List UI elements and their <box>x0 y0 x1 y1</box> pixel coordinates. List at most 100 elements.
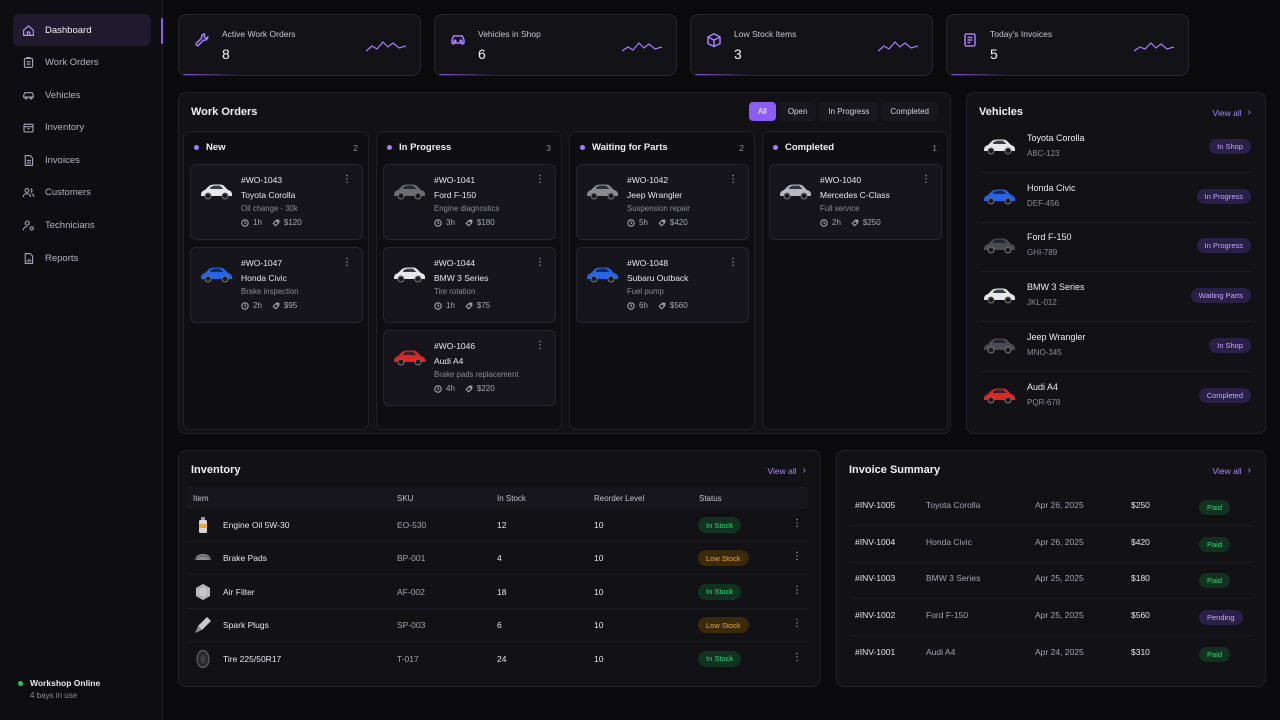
vehicle-list-item[interactable]: Audi A4 PQR-678 Completed <box>981 374 1251 422</box>
work-order-meta: 4h $220 <box>434 384 495 393</box>
column-title: In Progress <box>399 142 452 153</box>
inventory-view-all-link[interactable]: View all › <box>768 465 806 476</box>
invoice-row[interactable]: #INV-1003 BMW 3 Series Apr 25, 2025 $180 Pai… <box>849 562 1251 600</box>
invoice-icon <box>964 33 976 47</box>
table-row[interactable]: Tire 225/50R17 T-017 24 10 In Stock ⋮ <box>185 643 808 676</box>
filter-completed[interactable]: Completed <box>881 102 938 121</box>
estimated-price: $250 <box>862 218 881 227</box>
invoice-id: #INV-1004 <box>855 536 896 547</box>
sidebar-item-reports[interactable]: Reports <box>13 242 151 274</box>
work-order-card[interactable]: #WO-1048 Subaru Outback Fuel pump 6h $560 ⋮ <box>576 247 749 323</box>
clock-icon <box>434 384 446 393</box>
work-order-id: #WO-1041 <box>434 175 476 185</box>
invoice-row[interactable]: #INV-1004 Honda Civic Apr 26, 2025 $420 Paid <box>849 526 1251 563</box>
sidebar-item-vehicles[interactable]: Vehicles <box>13 79 151 111</box>
filter-all[interactable]: All <box>748 102 776 121</box>
sidebar-item-work-orders[interactable]: Work Orders <box>13 47 151 79</box>
item-sku: AF-002 <box>397 586 425 597</box>
vehicle-list-item[interactable]: Toyota Corolla ABC-123 In Shop <box>981 125 1251 173</box>
workshop-status: Workshop Online 4 bays in use <box>18 678 100 700</box>
view-all-label: View all <box>767 465 797 476</box>
col-header-sku[interactable]: SKU <box>397 494 414 503</box>
table-row[interactable]: Spark Plugs SP-003 6 10 Low Stock ⋮ <box>185 609 808 643</box>
air-filter-icon <box>193 582 213 602</box>
filter-in-progress[interactable]: In Progress <box>819 102 879 121</box>
table-row[interactable]: Brake Pads BP-001 4 10 Low Stock ⋮ <box>185 542 808 576</box>
more-options-icon[interactable]: ⋮ <box>535 174 545 185</box>
kanban-column: Completed 1 #WO-1040 Mercedes C-Class Full s… <box>762 131 948 430</box>
vehicle-plate: ABC-123 <box>1027 149 1060 158</box>
car-thumbnail <box>777 177 813 205</box>
more-options-icon[interactable]: ⋮ <box>342 174 352 185</box>
more-options-icon[interactable]: ⋮ <box>792 551 802 563</box>
price-tag-icon <box>851 219 863 227</box>
more-options-icon[interactable]: ⋮ <box>921 174 931 185</box>
more-options-icon[interactable]: ⋮ <box>535 257 545 268</box>
vehicle-model: Toyota Corolla <box>241 190 296 200</box>
column-title: Waiting for Parts <box>592 142 668 153</box>
price-tag-icon <box>465 302 477 310</box>
vehicles-view-all-link[interactable]: View all › <box>1213 107 1251 118</box>
vehicle-list-item[interactable]: BMW 3 Series JKL-012 Waiting Parts <box>981 274 1251 323</box>
invoice-row[interactable]: #INV-1001 Audi A4 Apr 24, 2025 $310 Paid <box>849 636 1251 673</box>
sidebar-item-label: Invoices <box>45 154 80 166</box>
work-order-card[interactable]: #WO-1046 Audi A4 Brake pads replacement 4h $… <box>383 330 556 406</box>
work-order-card[interactable]: #WO-1043 Toyota Corolla Oil change - 30k 1h… <box>190 164 363 240</box>
stat-card-active-work-orders[interactable]: Active Work Orders 8 <box>178 14 421 76</box>
work-order-card[interactable]: #WO-1041 Ford F-150 Engine diagnostics 3h $1… <box>383 164 556 240</box>
work-order-filters: All Open In Progress Completed <box>746 102 938 121</box>
work-order-card[interactable]: #WO-1040 Mercedes C-Class Full service 2h $2… <box>769 164 942 240</box>
invoice-summary-panel: Invoice Summary View all › #INV-1005 Toyot… <box>836 450 1266 687</box>
car-thumbnail <box>981 334 1017 356</box>
vehicle-list-item[interactable]: Ford F-150 GHI-789 In Progress <box>981 224 1251 273</box>
report-icon <box>24 252 34 264</box>
col-header-item[interactable]: Item <box>193 494 209 503</box>
stat-card-todays-invoices[interactable]: Today's Invoices 5 <box>946 14 1189 76</box>
work-order-card[interactable]: #WO-1044 BMW 3 Series Tire rotation 1h $75 ⋮ <box>383 247 556 323</box>
work-description: Brake inspection <box>241 287 299 296</box>
spark-plug-icon <box>193 615 213 635</box>
item-reorder-level: 10 <box>594 653 604 664</box>
table-row[interactable]: Engine Oil 5W-30 EO-530 12 10 In Stock ⋮ <box>185 509 808 542</box>
work-order-card[interactable]: #WO-1042 Jeep Wrangler Suspension repair 5h… <box>576 164 749 240</box>
more-options-icon[interactable]: ⋮ <box>792 584 802 596</box>
invoice-row[interactable]: #INV-1005 Toyota Corolla Apr 26, 2025 $250 P… <box>849 489 1251 526</box>
column-dot-icon <box>773 145 778 150</box>
cube-icon <box>707 32 721 48</box>
more-options-icon[interactable]: ⋮ <box>792 651 802 663</box>
column-count: 1 <box>932 142 937 153</box>
invoices-view-all-link[interactable]: View all › <box>1213 465 1251 476</box>
sidebar-item-dashboard[interactable]: Dashboard <box>13 14 151 46</box>
invoice-vehicle: Ford F-150 <box>926 610 969 621</box>
more-options-icon[interactable]: ⋮ <box>728 257 738 268</box>
work-order-id: #WO-1042 <box>627 175 669 185</box>
item-name: Air Filter <box>223 586 255 597</box>
sidebar-item-customers[interactable]: Customers <box>13 177 151 209</box>
more-options-icon[interactable]: ⋮ <box>728 174 738 185</box>
status-badge: In Progress <box>1196 188 1251 204</box>
stat-card-low-stock-items[interactable]: Low Stock Items 3 <box>690 14 933 76</box>
price-tag-icon <box>465 219 477 227</box>
more-options-icon[interactable]: ⋮ <box>792 518 802 529</box>
vehicle-list-item[interactable]: Honda Civic DEF-456 In Progress <box>981 175 1251 223</box>
chevron-right-icon: › <box>802 465 806 476</box>
more-options-icon[interactable]: ⋮ <box>342 257 352 268</box>
more-options-icon[interactable]: ⋮ <box>792 618 802 630</box>
col-header-in-stock[interactable]: In Stock <box>497 494 526 503</box>
filter-open[interactable]: Open <box>778 102 817 121</box>
table-row[interactable]: Air Filter AF-002 18 10 In Stock ⋮ <box>185 576 808 609</box>
sidebar-item-invoices[interactable]: Invoices <box>13 144 151 176</box>
sidebar-item-inventory[interactable]: Inventory <box>13 112 151 144</box>
invoice-row[interactable]: #INV-1002 Ford F-150 Apr 25, 2025 $560 Pendi… <box>849 599 1251 637</box>
more-options-icon[interactable]: ⋮ <box>535 340 545 351</box>
vehicle-name: Jeep Wrangler <box>1027 331 1086 342</box>
stat-value: 3 <box>734 46 742 62</box>
col-header-status[interactable]: Status <box>699 494 722 503</box>
payment-status-badge: Paid <box>1199 500 1231 515</box>
stat-card-vehicles-in-shop[interactable]: Vehicles in Shop 6 <box>434 14 677 76</box>
work-order-card[interactable]: #WO-1047 Honda Civic Brake inspection 2h $95… <box>190 247 363 323</box>
sidebar-item-label: Technicians <box>45 220 95 232</box>
vehicle-list-item[interactable]: Jeep Wrangler MNO-345 In Shop <box>981 324 1251 372</box>
col-header-reorder-level[interactable]: Reorder Level <box>594 494 645 503</box>
sidebar-item-technicians[interactable]: Technicians <box>13 210 151 242</box>
